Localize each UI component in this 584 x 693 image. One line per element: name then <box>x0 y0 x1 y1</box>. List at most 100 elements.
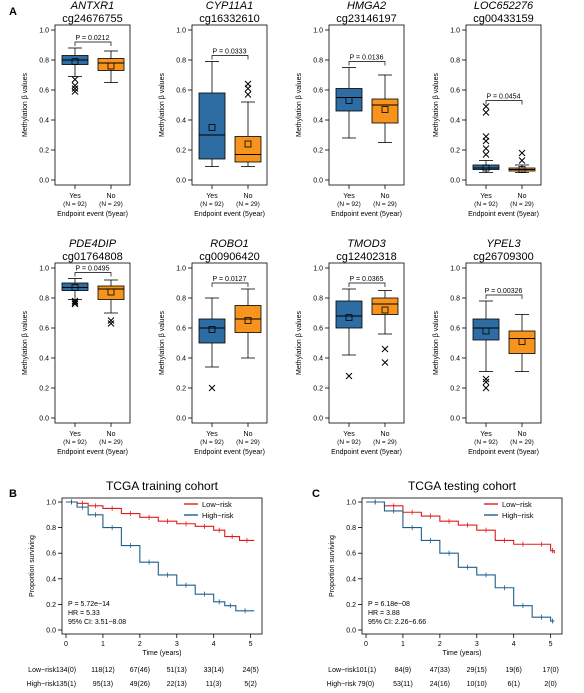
y-tick-label: 1.0 <box>176 28 186 35</box>
legend-label: Low−risk <box>502 500 532 509</box>
mean-marker <box>71 58 79 65</box>
legend-label: High−risk <box>202 511 234 520</box>
group-label: No <box>518 431 527 438</box>
y-tick-label: 0.2 <box>39 148 49 155</box>
x-tick-label: 3 <box>475 641 479 648</box>
group-n: (N = 29) <box>236 201 260 208</box>
group-label: Yes <box>343 431 355 438</box>
outlier-point <box>71 85 79 92</box>
y-tick-label: 0.0 <box>346 628 356 635</box>
y-tick-label: 0.4 <box>450 118 460 125</box>
group-label: No <box>381 193 390 200</box>
x-axis-label: Endpoint event (5year) <box>194 211 265 218</box>
risk-table-cell: 22(13) <box>167 681 187 688</box>
y-tick-label: 0.6 <box>450 88 460 95</box>
km-plot: TCGA training cohort 0.0 0.2 0.4 0.6 0.8 1.0 0 1… <box>27 479 263 688</box>
y-tick-label: 1.0 <box>346 500 356 507</box>
y-tick-label: 0.0 <box>450 416 460 423</box>
mean-marker <box>381 106 389 113</box>
y-tick-label: 0.6 <box>39 88 49 95</box>
group-label: No <box>244 193 253 200</box>
km-plot: TCGA testing cohort 0.0 0.2 0.4 0.6 0.8 1.0 0 1 2… <box>327 479 563 688</box>
y-tick-label: 1.0 <box>39 28 49 35</box>
outlier-point <box>71 88 79 95</box>
y-tick-label: 0.6 <box>313 326 323 333</box>
y-tick-label: 0.2 <box>450 148 460 155</box>
legend-label: High−risk <box>502 511 534 520</box>
risk-table-cell: 10(10) <box>467 681 487 688</box>
panel-label-c: C <box>312 488 320 500</box>
y-tick-label: 0.4 <box>39 118 49 125</box>
risk-table-cell: 11(3) <box>206 681 222 688</box>
outlier-point <box>482 378 490 386</box>
probe-id: cg24676755 <box>62 13 123 25</box>
mean-marker <box>244 317 252 324</box>
x-axis-label: Time (years) <box>142 650 181 657</box>
y-axis-label: Methylation β values <box>433 311 440 375</box>
x-tick-label: 1 <box>401 641 405 648</box>
y-tick-label: 0.4 <box>313 356 323 363</box>
y-axis-label: Methylation β values <box>433 73 440 137</box>
panel-label-b: B <box>9 488 17 500</box>
y-tick-label: 0.8 <box>46 525 56 532</box>
group-label: No <box>244 431 253 438</box>
pvalue-bracket <box>348 61 386 66</box>
x-tick-label: 4 <box>512 641 516 648</box>
group-label: No <box>381 431 390 438</box>
pvalue-label: P = 0.0333 <box>213 49 247 56</box>
pvalue-label: P = 0.0365 <box>350 276 384 283</box>
risk-row-label: Low−risk <box>28 667 56 674</box>
outlier-point <box>518 149 526 157</box>
mean-marker <box>345 97 353 104</box>
group-n: (N = 29) <box>373 439 397 446</box>
box-yes <box>335 88 363 112</box>
stat-text: P = 6.18e−08 <box>368 601 410 608</box>
probe-id: cg23146197 <box>336 13 397 25</box>
y-tick-label: 0.6 <box>39 326 49 333</box>
y-tick-label: 0.0 <box>39 178 49 185</box>
x-tick-label: 0 <box>64 641 68 648</box>
y-tick-label: 0.8 <box>176 58 186 65</box>
gene-name: ROBO1 <box>210 238 249 250</box>
plot-frame <box>465 262 542 424</box>
mean-marker <box>71 284 79 291</box>
mean-marker <box>107 288 115 296</box>
outlier-point <box>345 372 353 380</box>
mean-marker <box>208 326 216 333</box>
group-n: (N = 29) <box>236 439 260 446</box>
y-tick-label: 0.0 <box>176 416 186 423</box>
x-axis-label: Time (years) <box>442 650 481 657</box>
outlier-point <box>482 145 490 152</box>
y-tick-label: 0.2 <box>46 602 56 609</box>
box-yes <box>472 164 500 170</box>
risk-table-cell: 84(9) <box>395 667 411 674</box>
group-label: No <box>518 193 527 200</box>
plot-frame <box>191 262 268 424</box>
risk-table-cell: 79(0) <box>358 681 374 688</box>
group-n: (N = 29) <box>373 201 397 208</box>
probe-id: cg16332610 <box>199 13 260 25</box>
group-n: (N = 92) <box>200 439 224 446</box>
pvalue-bracket <box>485 294 523 299</box>
outlier-point <box>381 359 389 366</box>
outlier-point <box>71 299 79 306</box>
probe-id: cg00433159 <box>473 13 534 25</box>
y-tick-label: 1.0 <box>313 28 323 35</box>
risk-table-cell: 95(13) <box>93 681 113 688</box>
group-n: (N = 29) <box>510 201 534 208</box>
group-label: Yes <box>206 431 218 438</box>
stat-text: P = 5.72e−14 <box>68 601 110 608</box>
pvalue-bracket <box>74 41 112 46</box>
pvalue-label: P = 0.0127 <box>213 276 247 283</box>
mean-marker <box>208 124 216 131</box>
km-title: TCGA testing cohort <box>408 479 517 493</box>
outlier-point <box>107 320 115 327</box>
risk-table-cell: 51(13) <box>167 667 187 674</box>
mean-marker <box>345 314 353 321</box>
low-risk-curve <box>366 501 555 554</box>
group-n: (N = 29) <box>99 201 123 208</box>
